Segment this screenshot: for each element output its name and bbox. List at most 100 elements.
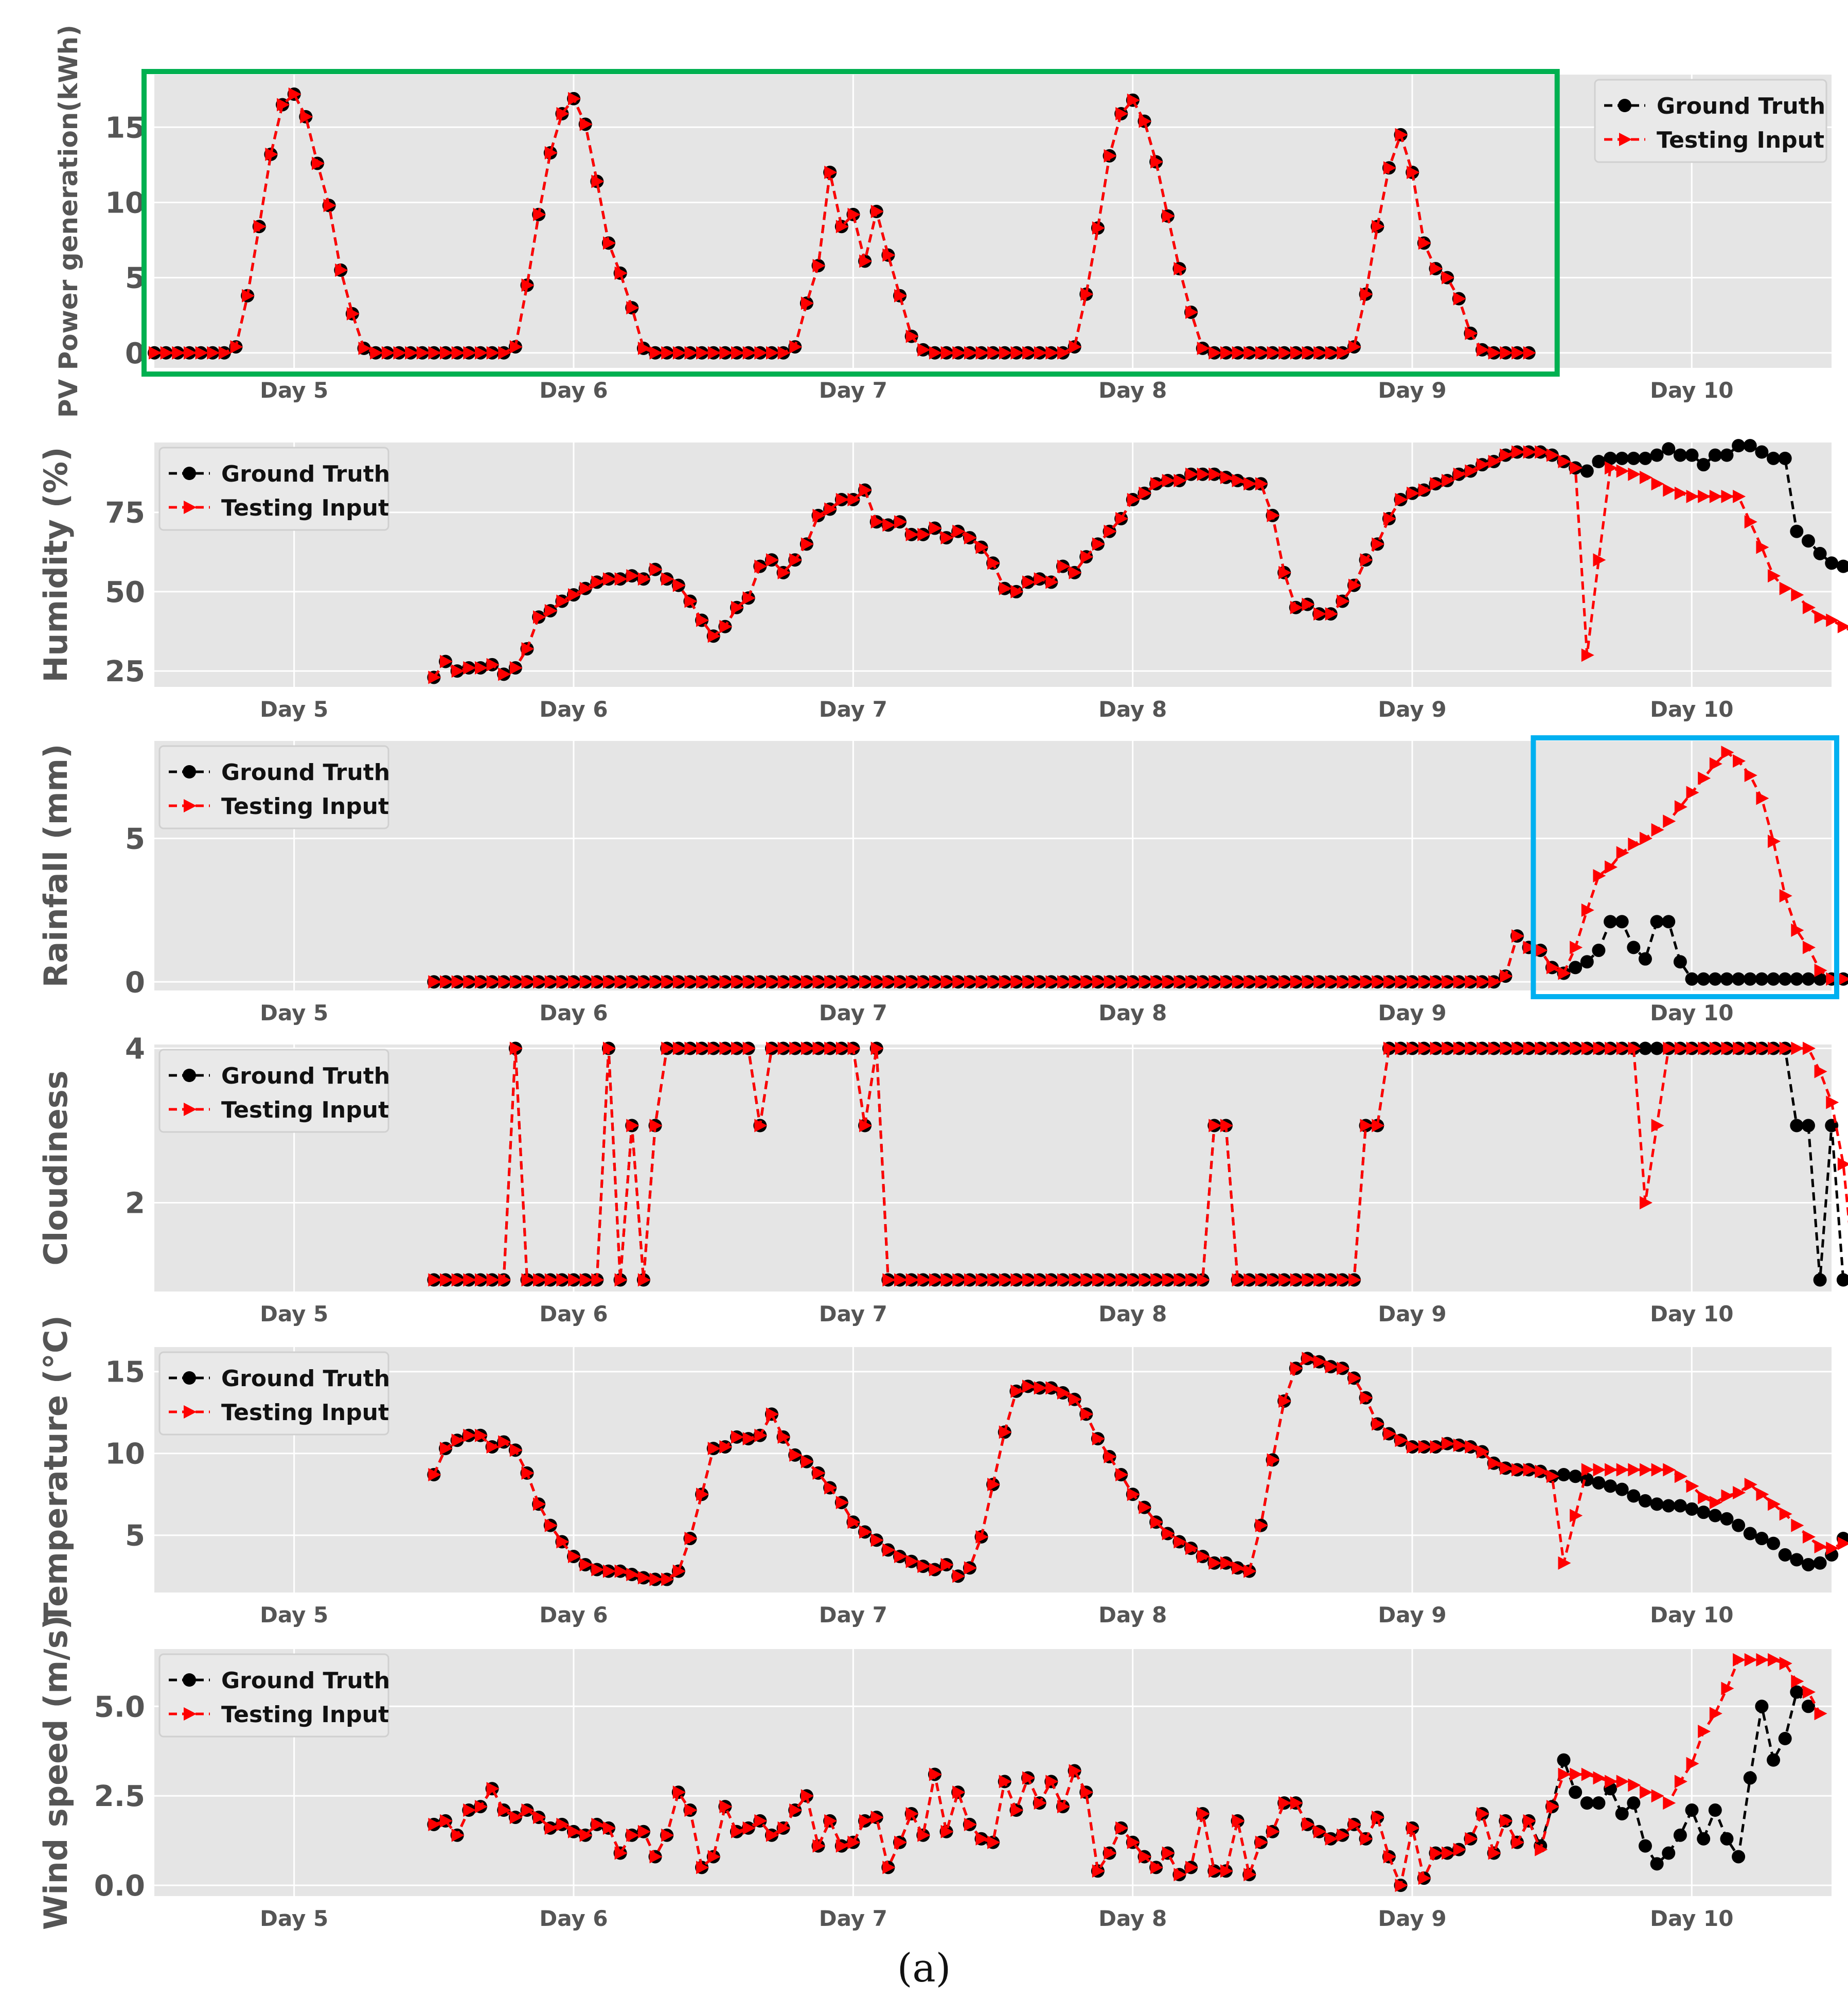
testing-input-point — [579, 117, 593, 131]
x-tick-label: Day 7 — [819, 1301, 887, 1326]
testing-input-point — [1535, 943, 1548, 957]
testing-input-point — [242, 289, 255, 303]
testing-input-point — [975, 1832, 989, 1846]
testing-input-point — [521, 1466, 535, 1480]
testing-input-point — [766, 1407, 779, 1421]
testing-input-point — [486, 1273, 500, 1287]
testing-input-point — [847, 1041, 861, 1055]
testing-input-point — [1174, 1868, 1187, 1882]
testing-input-point — [1814, 610, 1827, 624]
testing-input-point — [1022, 1273, 1036, 1287]
testing-input-point — [1639, 1196, 1652, 1210]
ground-truth-point — [1790, 524, 1804, 538]
y-axis-label: Cloudiness — [37, 1070, 75, 1265]
testing-input-point — [999, 346, 1012, 360]
testing-input-point — [533, 207, 546, 221]
testing-input-point — [987, 346, 1001, 360]
testing-input-point — [1663, 483, 1676, 497]
highlight-box — [1531, 735, 1840, 999]
testing-input-point — [754, 1814, 768, 1828]
legend-box — [158, 1653, 389, 1738]
testing-input-point — [1197, 975, 1210, 989]
testing-input-point — [614, 1564, 628, 1578]
series-testing-input — [428, 1352, 1848, 1586]
testing-input-point — [463, 1803, 476, 1817]
testing-input-point — [1197, 342, 1210, 355]
testing-input-point — [1476, 1041, 1489, 1055]
testing-input-point — [1511, 445, 1524, 459]
x-tick-label: Day 5 — [260, 378, 328, 403]
testing-input-point — [1698, 771, 1711, 785]
x-tick-label: Day 5 — [260, 1301, 328, 1326]
testing-input-point — [1535, 1464, 1548, 1478]
testing-input-point — [1080, 550, 1094, 564]
y-tick-label: 4 — [125, 1033, 145, 1066]
testing-input-point — [544, 1273, 558, 1287]
testing-input-point — [1709, 1707, 1722, 1721]
ground-truth-point — [1615, 1482, 1629, 1496]
testing-input-point — [602, 236, 616, 250]
testing-input-point — [637, 1273, 651, 1287]
testing-input-point — [1302, 975, 1315, 989]
testing-input-point — [1465, 975, 1478, 989]
testing-input-point — [1267, 975, 1280, 989]
testing-input-point — [731, 1430, 744, 1444]
ground-truth-point — [1732, 1518, 1746, 1532]
testing-input-point — [591, 1563, 605, 1577]
testing-input-point — [1174, 1273, 1187, 1287]
testing-input-point — [1593, 1041, 1606, 1055]
testing-input-point — [1360, 975, 1373, 989]
testing-input-point — [1022, 975, 1036, 989]
series-testing-input — [149, 87, 1536, 360]
testing-input-point — [1535, 1843, 1548, 1856]
testing-input-point — [661, 1041, 674, 1055]
testing-input-point — [1511, 1463, 1524, 1477]
testing-input-point — [486, 975, 500, 989]
x-tick-label: Day 8 — [1098, 1906, 1167, 1931]
testing-input-point — [999, 975, 1012, 989]
testing-input-point — [1045, 1381, 1059, 1395]
testing-input-point — [964, 531, 977, 545]
testing-input-point — [917, 1273, 931, 1287]
testing-input-point — [940, 1825, 954, 1838]
testing-input-point — [952, 524, 966, 538]
testing-input-point — [894, 1273, 907, 1287]
testing-input-point — [1174, 1535, 1187, 1549]
y-tick-label: 25 — [105, 655, 145, 688]
testing-input-point — [1721, 746, 1734, 759]
testing-input-point — [1430, 1440, 1443, 1454]
testing-input-point — [999, 1775, 1012, 1789]
testing-input-point — [1651, 1463, 1664, 1477]
testing-input-point — [742, 346, 756, 360]
testing-input-point — [1674, 486, 1687, 500]
ground-truth-point — [1615, 1807, 1629, 1820]
ground-truth-point — [1801, 1557, 1815, 1571]
testing-input-point — [905, 329, 919, 343]
testing-input-point — [754, 1428, 768, 1442]
testing-input-point — [591, 575, 605, 589]
testing-input-point — [533, 1273, 546, 1287]
testing-input-point — [801, 975, 814, 989]
legend: Ground Truth Testing Input — [158, 1653, 390, 1738]
testing-input-point — [1080, 287, 1094, 301]
ground-truth-point — [1592, 455, 1606, 469]
testing-input-point — [1360, 287, 1373, 301]
ground-truth-point — [1604, 915, 1618, 929]
testing-input-point — [766, 346, 779, 360]
ground-truth-point — [1720, 448, 1734, 462]
testing-input-point — [1278, 565, 1292, 579]
testing-input-point — [1418, 1041, 1431, 1055]
testing-input-point — [1267, 1273, 1280, 1287]
x-tick-label: Day 10 — [1650, 378, 1733, 403]
testing-input-point — [1034, 1796, 1047, 1810]
testing-input-point — [1500, 1461, 1513, 1475]
testing-input-point — [1465, 464, 1478, 478]
testing-input-point — [1639, 1785, 1652, 1799]
testing-input-point — [1022, 575, 1036, 589]
testing-input-point — [498, 667, 511, 681]
legend-label: Testing Input — [1657, 127, 1824, 153]
testing-input-point — [1407, 1821, 1420, 1835]
testing-input-point — [1395, 493, 1408, 507]
testing-input-point — [1057, 975, 1070, 989]
ground-truth-point — [1650, 1497, 1664, 1511]
